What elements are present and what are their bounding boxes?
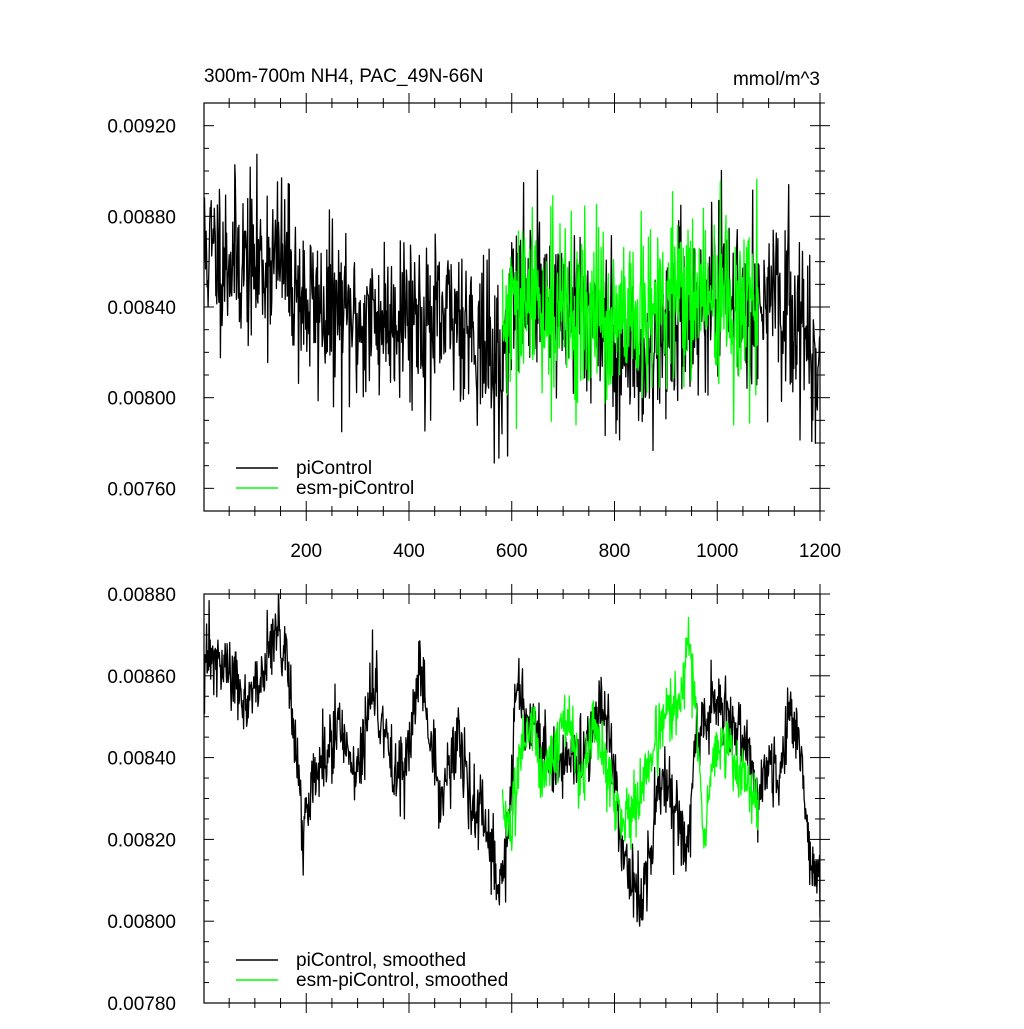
chart-title: 300m-700m NH4, PAC_49N-66N bbox=[204, 66, 484, 87]
y-tick-label: 0.00780 bbox=[107, 994, 176, 1015]
y-tick-label: 0.00800 bbox=[107, 912, 176, 933]
top-panel: 300m-700m NH4, PAC_49N-66N mmol/m^3 200 4… bbox=[107, 66, 841, 562]
series-line-esm-picontrol bbox=[501, 178, 759, 430]
y-tick-label: 0.00880 bbox=[107, 585, 176, 606]
y-tick-label: 0.00800 bbox=[107, 389, 176, 410]
x-tick-label: 400 bbox=[393, 541, 425, 562]
series-line-esm-picontrol-smoothed bbox=[501, 616, 759, 852]
y-tick-label: 0.00880 bbox=[107, 207, 176, 228]
y-tick-label: 0.00820 bbox=[107, 830, 176, 851]
bottom-panel: 0.00780 0.00800 0.00820 0.00840 0.00860 0.008… bbox=[107, 584, 830, 1015]
legend-label: piControl bbox=[296, 458, 372, 479]
y-tick-label: 0.00840 bbox=[107, 749, 176, 770]
legend-label: esm-piControl bbox=[296, 478, 414, 499]
x-tick-label: 200 bbox=[290, 541, 322, 562]
y-tick-label: 0.00920 bbox=[107, 117, 176, 138]
legend-label: piControl, smoothed bbox=[296, 950, 466, 971]
units-label: mmol/m^3 bbox=[733, 69, 820, 90]
x-tick-label: 1200 bbox=[799, 541, 841, 562]
x-tick-label: 1000 bbox=[696, 541, 738, 562]
y-tick-label: 0.00860 bbox=[107, 667, 176, 688]
x-tick-label: 800 bbox=[599, 541, 631, 562]
legend-label: esm-piControl, smoothed bbox=[296, 970, 508, 991]
y-tick-label: 0.00840 bbox=[107, 298, 176, 319]
x-tick-label: 600 bbox=[496, 541, 528, 562]
series-line-picontrol-smoothed bbox=[204, 594, 820, 927]
y-tick-label: 0.00760 bbox=[107, 479, 176, 500]
